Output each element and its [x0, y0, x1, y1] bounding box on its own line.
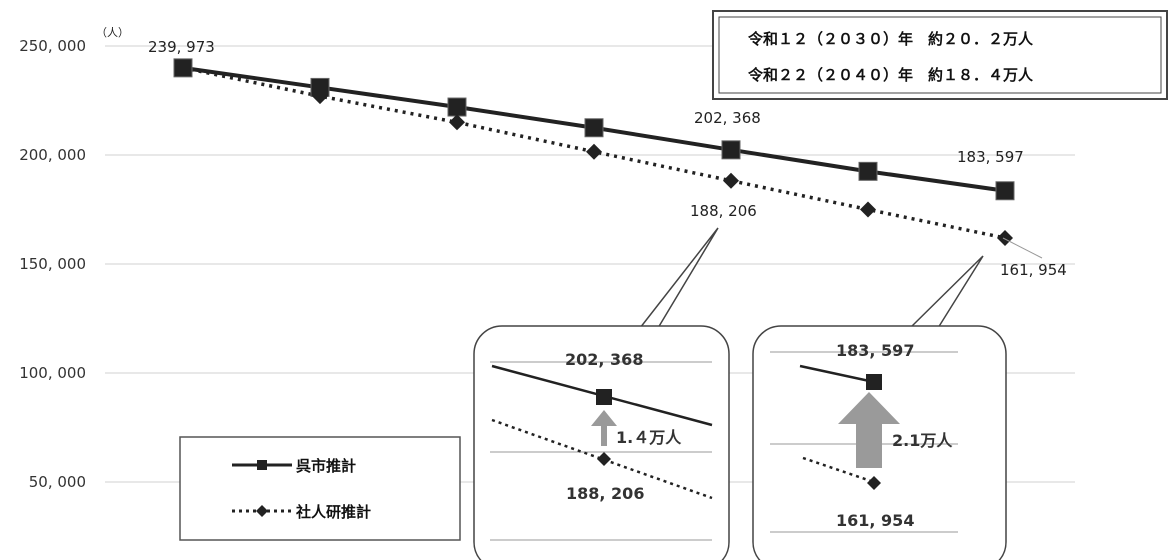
- legend-label-series2: 社人研推計: [295, 503, 371, 521]
- y-tick-label: 200, 000: [19, 146, 86, 164]
- zoom-2040-diamond-marker: [867, 476, 881, 490]
- callout-pointer-2030: [639, 227, 719, 329]
- zoom-2040-diff: 2.1万人: [892, 431, 953, 450]
- data-label: 202, 368: [694, 109, 761, 127]
- note-line-2040: 令和２２（２０４０）年 約１８．４万人: [748, 66, 1034, 84]
- zoom-2030-diff: 1.４万人: [616, 428, 682, 447]
- series1-marker: [584, 118, 604, 138]
- series2-marker: [723, 172, 739, 189]
- note-line-2030: 令和１２（２０３０）年 約２０．２万人: [748, 30, 1034, 48]
- y-tick-label: 100, 000: [19, 364, 86, 382]
- zoom-bubble-2040: 183, 597 161, 954 2.1万人: [752, 325, 1007, 560]
- zoom-bubble-2030: 202, 368 188, 206 1.４万人: [473, 325, 730, 560]
- zoom-2030-diamond-marker: [597, 452, 611, 466]
- callout-pointer-2040: [909, 255, 984, 329]
- zoom-2030-top-value: 202, 368: [565, 350, 643, 369]
- data-label: 239, 973: [148, 38, 215, 56]
- zoom-2030-square-marker: [596, 389, 612, 405]
- series2-marker: [997, 229, 1013, 246]
- zoom-2030-bottom-value: 188, 206: [566, 484, 644, 503]
- series1-marker: [447, 97, 467, 117]
- series1-marker: [858, 161, 878, 181]
- data-label: 188, 206: [690, 202, 757, 220]
- data-label: 183, 597: [957, 148, 1024, 166]
- zoom-2040-bottom-value: 161, 954: [836, 511, 914, 530]
- zoom-2040-top-value: 183, 597: [836, 341, 914, 360]
- series2-marker: [312, 88, 328, 105]
- legend-label-series1: 呉市推計: [296, 457, 356, 475]
- y-tick-label: 50, 000: [29, 473, 86, 491]
- legend-square-marker: [257, 460, 267, 470]
- y-axis-ticks: 250, 000 200, 000 150, 000 100, 000 50, 000: [19, 37, 86, 491]
- series1-marker: [173, 58, 193, 78]
- y-tick-label: 250, 000: [19, 37, 86, 55]
- data-label: 161, 954: [1000, 261, 1067, 279]
- legend: 呉市推計 社人研推計: [179, 436, 461, 541]
- data-labels: 239, 973 202, 368 188, 206 183, 597 161, 954: [148, 38, 1067, 279]
- zoom-2030-gap-arrow: [591, 410, 617, 446]
- zoom-2040-square-marker: [866, 374, 882, 390]
- series2-marker: [586, 143, 602, 160]
- y-tick-label: 150, 000: [19, 255, 86, 273]
- series-layer: [173, 58, 1015, 246]
- series2-marker: [860, 201, 876, 218]
- leader-line: [1002, 237, 1043, 259]
- series2-marker: [449, 114, 465, 131]
- legend-diamond-marker: [256, 505, 268, 517]
- note-box: 令和１２（２０３０）年 約２０．２万人 令和２２（２０４０）年 約１８．４万人: [712, 10, 1168, 100]
- series1-marker: [721, 140, 741, 160]
- zoom-2040-gap-arrow: [838, 392, 900, 468]
- series1-marker: [995, 181, 1015, 201]
- y-axis-unit: （人）: [96, 26, 129, 39]
